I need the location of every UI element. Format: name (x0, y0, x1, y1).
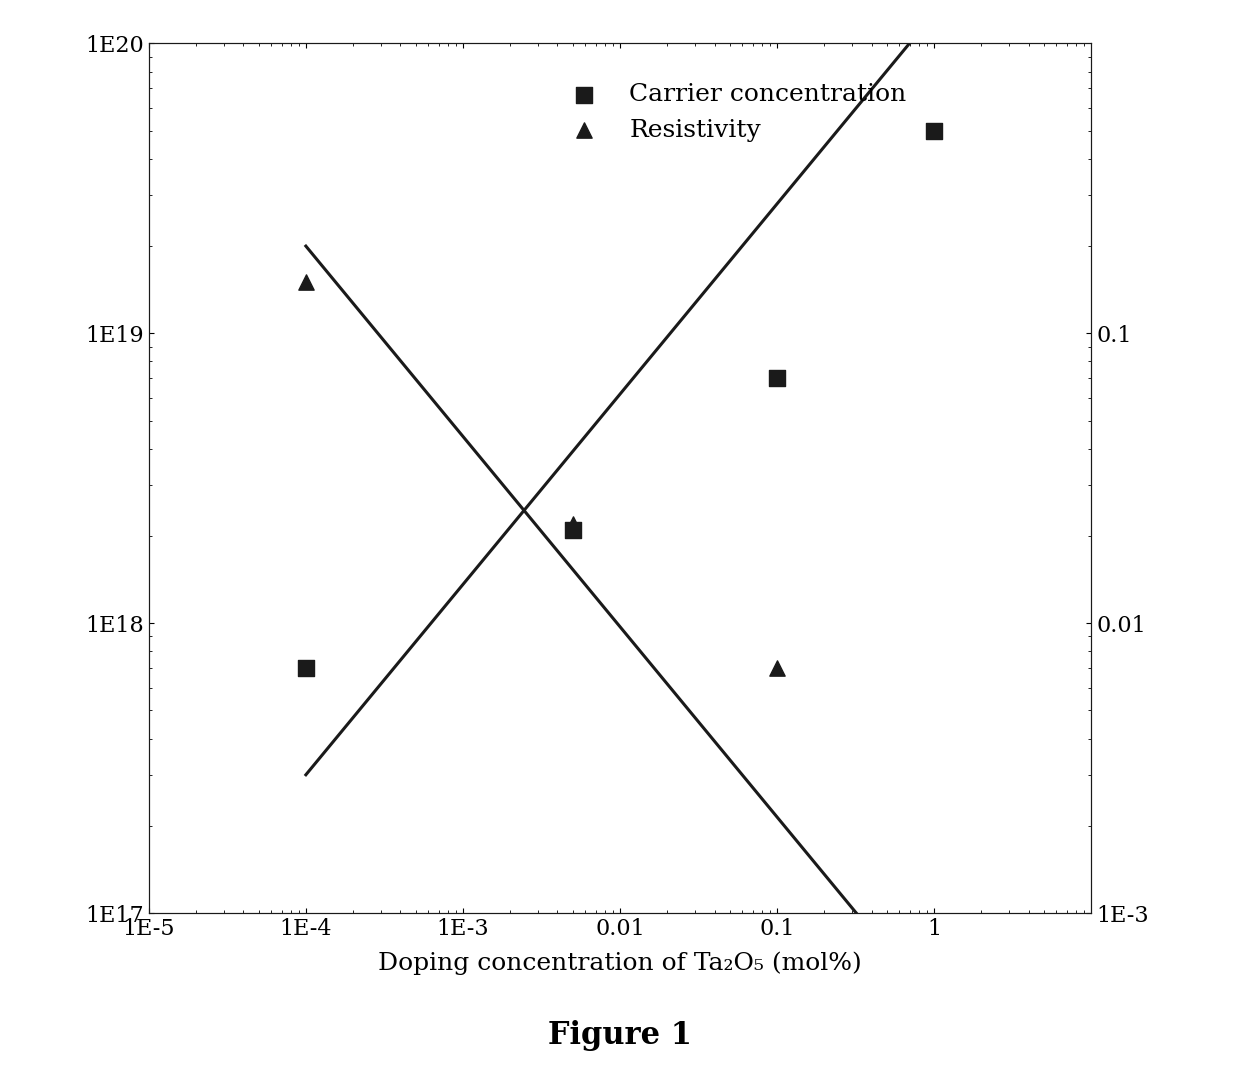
Resistivity (563, 515, 583, 533)
Carrier concentration (296, 660, 316, 677)
Resistivity (296, 274, 316, 291)
Text: Figure 1: Figure 1 (548, 1020, 692, 1050)
Carrier concentration (563, 521, 583, 538)
X-axis label: Doping concentration of Ta₂O₅ (mol%): Doping concentration of Ta₂O₅ (mol%) (378, 951, 862, 975)
Resistivity (924, 1079, 944, 1087)
Carrier concentration (924, 122, 944, 139)
Resistivity (768, 660, 787, 677)
Legend: Carrier concentration, Resistivity: Carrier concentration, Resistivity (549, 73, 916, 152)
Carrier concentration (768, 370, 787, 387)
